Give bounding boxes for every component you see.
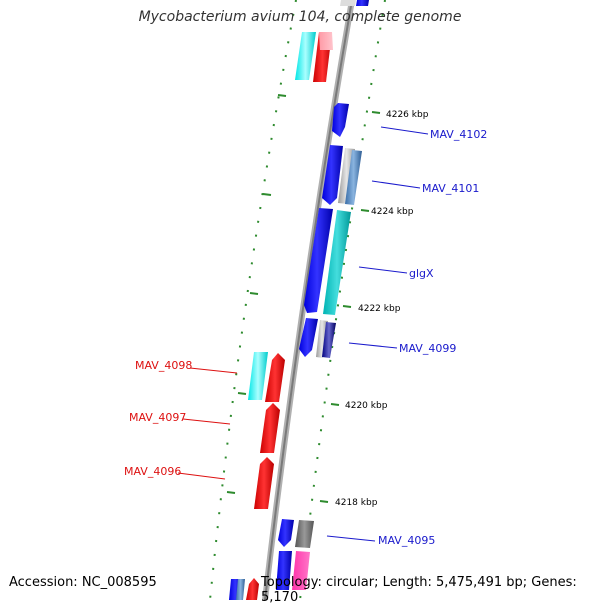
genome-backbone [262, 0, 355, 600]
genome-title: Mycobacterium avium 104, complete genome [138, 9, 462, 25]
gene-label-mav4097[interactable]: MAV_4097 [129, 411, 186, 424]
gene-mav4095-darkgray[interactable] [295, 520, 314, 548]
gene-glgx-teal[interactable] [323, 210, 351, 315]
gene-mav4099-navy[interactable] [322, 322, 336, 358]
gene-top-cropped [340, 0, 369, 6]
gene-mav4101-blue[interactable] [322, 145, 343, 205]
gene-magenta-lower[interactable] [292, 551, 310, 590]
gene-label-mav4101[interactable]: MAV_4101 [422, 182, 479, 195]
scale-label-4220: 4220 kbp [345, 401, 388, 411]
gene-label-mav4096[interactable]: MAV_4096 [124, 465, 181, 478]
gene-mav4098-red[interactable] [265, 353, 285, 402]
gene-mav4101-steel[interactable] [345, 150, 362, 205]
gene-mav4098-cyan[interactable] [248, 352, 268, 400]
gene-mav4097[interactable] [260, 403, 280, 453]
gene-label-glgx[interactable]: glgX [409, 267, 434, 280]
outer-tick-ruler [209, 0, 297, 600]
gene-pink-top[interactable] [319, 32, 333, 50]
gene-labels: MAV_4102 MAV_4101 glgX MAV_4099 MAV_4098… [124, 128, 487, 547]
gene-mav4099-blue[interactable] [299, 318, 318, 357]
accession-text: Accession: NC_008595 [9, 575, 157, 590]
genome-summary-text: Topology: circular; Length: 5,475,491 bp… [261, 575, 577, 605]
gene-mav4102[interactable] [332, 103, 349, 137]
gene-label-mav4102[interactable]: MAV_4102 [430, 128, 487, 141]
inner-tick-ruler [299, 0, 386, 600]
gene-blue-lower[interactable] [276, 551, 292, 590]
gene-label-mav4098[interactable]: MAV_4098 [135, 359, 192, 372]
label-leaders [177, 126, 429, 542]
scale-label-4224: 4224 kbp [371, 207, 414, 217]
gene-mav4096[interactable] [254, 457, 274, 509]
gene-bottom-cropped [229, 578, 259, 600]
gene-label-mav4095[interactable]: MAV_4095 [378, 534, 435, 547]
gene-glgx-blue[interactable] [304, 208, 333, 313]
gene-cyan-top[interactable] [295, 32, 316, 80]
major-ticks [226, 94, 381, 503]
scale-label-4226: 4226 kbp [386, 110, 429, 120]
gene-mav4095-blue[interactable] [278, 519, 294, 547]
scale-label-4218: 4218 kbp [335, 498, 378, 508]
scale-label-4222: 4222 kbp [358, 304, 401, 314]
gene-mav4099-gray[interactable] [316, 320, 328, 358]
gene-label-mav4099[interactable]: MAV_4099 [399, 342, 456, 355]
scale-labels: 4226 kbp 4224 kbp 4222 kbp 4220 kbp 4218… [335, 110, 429, 508]
